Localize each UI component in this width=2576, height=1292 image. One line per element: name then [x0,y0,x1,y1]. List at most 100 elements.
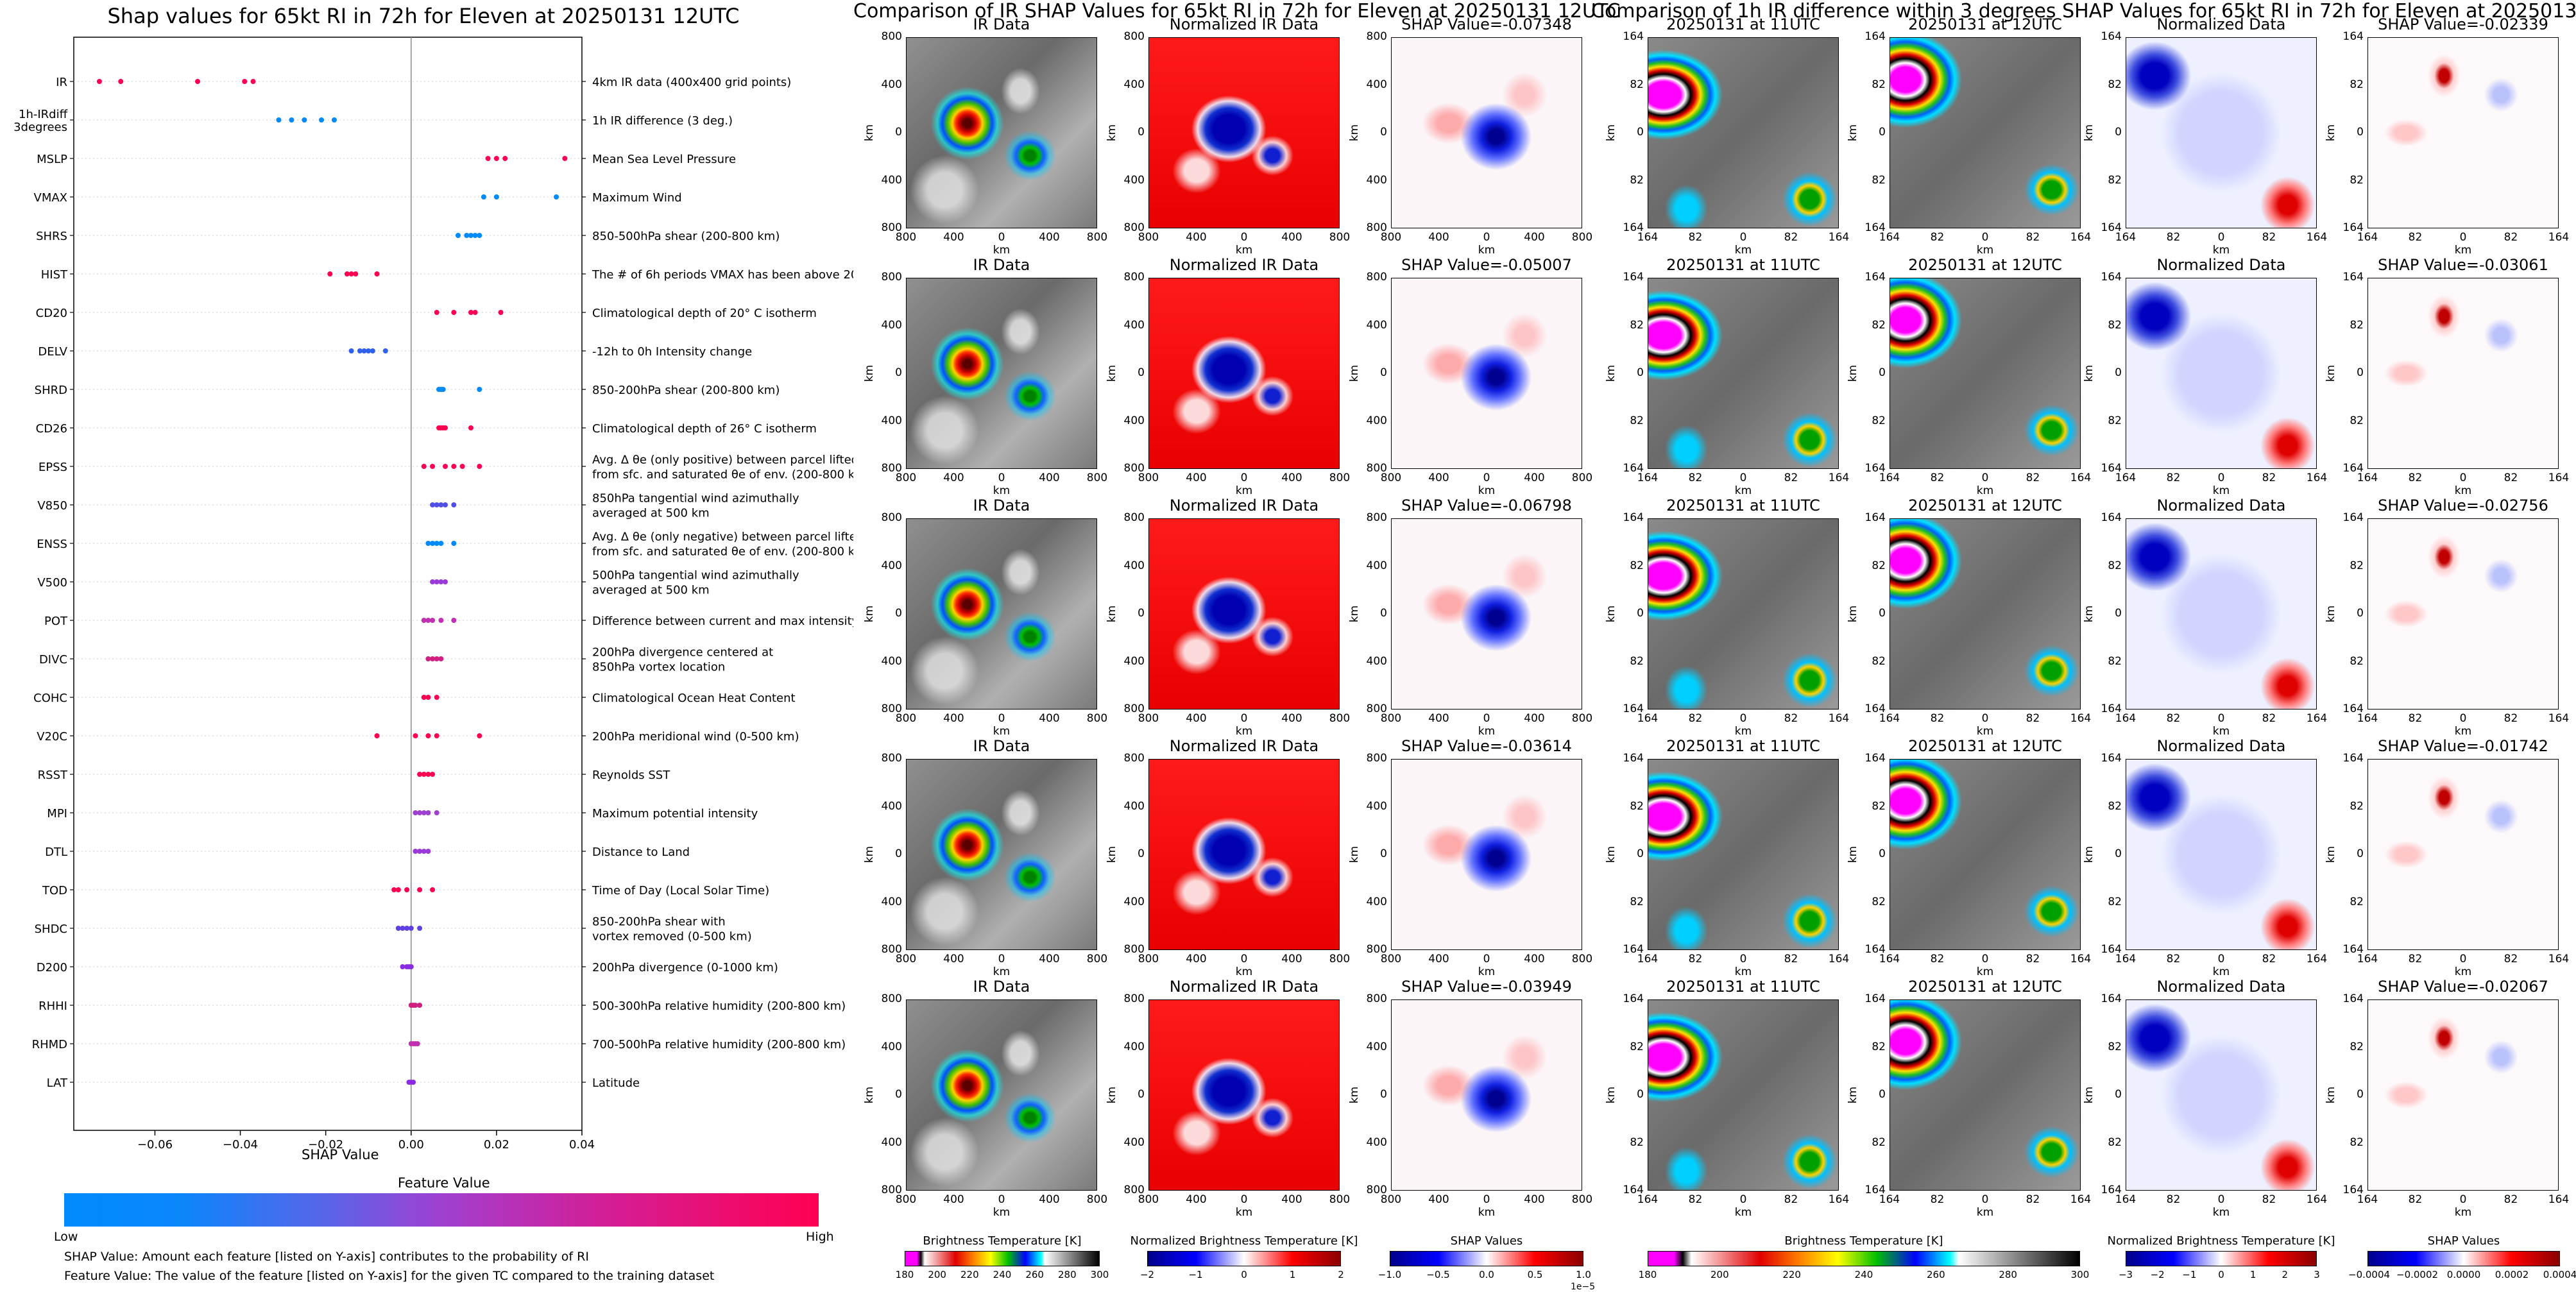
y-tick-label: 0 [1138,607,1145,620]
panel-title: Normalized IR Data [1169,737,1319,755]
shap-point [118,79,124,84]
shap-point [413,733,418,738]
y-axis-unit: km [1348,124,1361,142]
feature-value-colorbar [64,1193,819,1227]
y-tick-label: 800 [1366,221,1387,234]
shap-point [413,849,418,854]
x-axis-unit: km [1734,965,1752,978]
y-tick-label: 0 [2115,1088,2122,1101]
x-tick-label: 0 [2217,712,2225,725]
shap-point [434,733,439,738]
x-tick-label: 0 [1483,1193,1490,1206]
x-tick-label: 164 [1828,953,1850,965]
x-axis-unit: km [1976,725,1994,738]
ir-11utc-image [1648,278,1839,469]
y-axis-unit: km [863,846,876,863]
x-axis-unit: km [993,484,1011,497]
x-tick-label: 82 [2026,1193,2040,1206]
x-tick-label: 82 [1688,231,1703,244]
y-axis-unit: km [1847,846,1860,863]
y-tick-label: 164 [1623,30,1644,43]
x-tick-label: 164 [2306,1193,2328,1206]
colorbar-tick-label: −1.0 [1378,1269,1402,1280]
colorbar-tick-label: 280 [1058,1269,1077,1280]
y-tick-label: 800 [881,221,902,234]
shap-point [408,926,414,931]
shap-point [498,310,504,315]
y-tick-label: 400 [1123,414,1145,427]
y-tick-label: 0 [1637,1088,1644,1101]
panel-title: IR Data [973,256,1030,274]
x-tick-label: 800 [1329,1193,1351,1206]
ir-11utc-image [1648,999,1839,1191]
feature-name: SHDC [35,922,67,936]
x-tick-label: 800 [1138,1193,1159,1206]
x-tick-label: 0 [1981,953,1989,965]
y-axis-unit: km [863,1086,876,1104]
y-tick-label: 0 [2115,366,2122,379]
shap-point [485,156,491,161]
y-axis-unit: km [2324,124,2338,142]
y-tick-label: 400 [1366,173,1387,187]
x-tick-label: 0.00 [398,1138,424,1152]
panel-title: SHAP Value=-0.06798 [1401,497,1572,514]
x-axis-unit: km [2212,484,2230,497]
x-tick-label: 400 [943,953,964,965]
x-tick-label: 164 [2070,231,2092,244]
shap-point [464,233,470,238]
y-tick-label: 164 [2101,992,2122,1005]
shap-plot-title: Shap values for 65kt RI in 72h for Eleve… [107,4,740,28]
x-tick-label: 400 [1186,712,1207,725]
x-tick-label: 82 [2408,1193,2423,1206]
y-tick-label: 164 [2101,702,2122,715]
x-tick-label: −0.02 [308,1138,343,1152]
shap-point [370,348,375,353]
feature-description: 850-200hPa shear (200-800 km) [592,384,780,397]
y-tick-label: 400 [881,1135,902,1149]
x-tick-label: 82 [2166,953,2181,965]
shap-point [438,502,444,507]
shap-point [421,618,427,623]
y-tick-label: 800 [1123,992,1145,1005]
x-tick-label: 0 [2459,712,2467,725]
x-tick-label: 164 [2115,712,2137,725]
panel-title: SHAP Value=-0.03061 [2378,256,2548,274]
colorbar-tick-label: 0 [2218,1269,2224,1280]
colorbar-tick-label: 0.0 [1479,1269,1494,1280]
shap-point [421,464,427,469]
ir-11utc-image [1648,759,1839,950]
x-axis-unit: km [1235,244,1253,257]
shap-point [434,502,439,507]
ir-shap-image [1391,37,1582,228]
feature-name: MPI [47,807,67,820]
x-tick-label: 164 [2548,472,2570,484]
x-axis-unit: km [2454,1206,2472,1219]
y-axis-unit: km [1348,364,1361,382]
irdiff-shap-image [2367,278,2559,469]
x-tick-label: 82 [2503,712,2518,725]
normalized-ir-colorbar [1147,1251,1341,1266]
y-tick-label: 0 [2357,847,2364,860]
shap-point [250,79,256,84]
x-tick-label: 800 [1086,231,1108,244]
x-tick-label: 82 [1930,712,1945,725]
y-tick-label: 800 [1123,1184,1145,1196]
y-tick-label: 800 [1366,271,1387,284]
x-tick-label: 164 [1637,231,1659,244]
y-tick-label: 164 [2342,511,2364,524]
x-axis-unit: km [1976,244,1994,257]
y-tick-label: 164 [2342,462,2364,475]
irdiff-normalized-colorbar-label: Normalized Brightness Temperature [K] [2107,1234,2335,1248]
x-tick-label: 0 [1981,1193,1989,1206]
y-tick-label: 0 [1380,126,1387,139]
shap-point [195,79,201,84]
y-tick-label: 164 [1864,702,1886,715]
y-tick-label: 82 [2108,1135,2122,1149]
y-tick-label: 800 [1366,462,1387,475]
y-axis-unit: km [1605,124,1618,142]
panel-title: Normalized IR Data [1169,15,1319,33]
x-tick-label: 82 [2166,231,2181,244]
shap-point [395,887,401,892]
y-axis-unit: km [2324,364,2338,382]
panel-title: SHAP Value=-0.01742 [2378,737,2548,755]
